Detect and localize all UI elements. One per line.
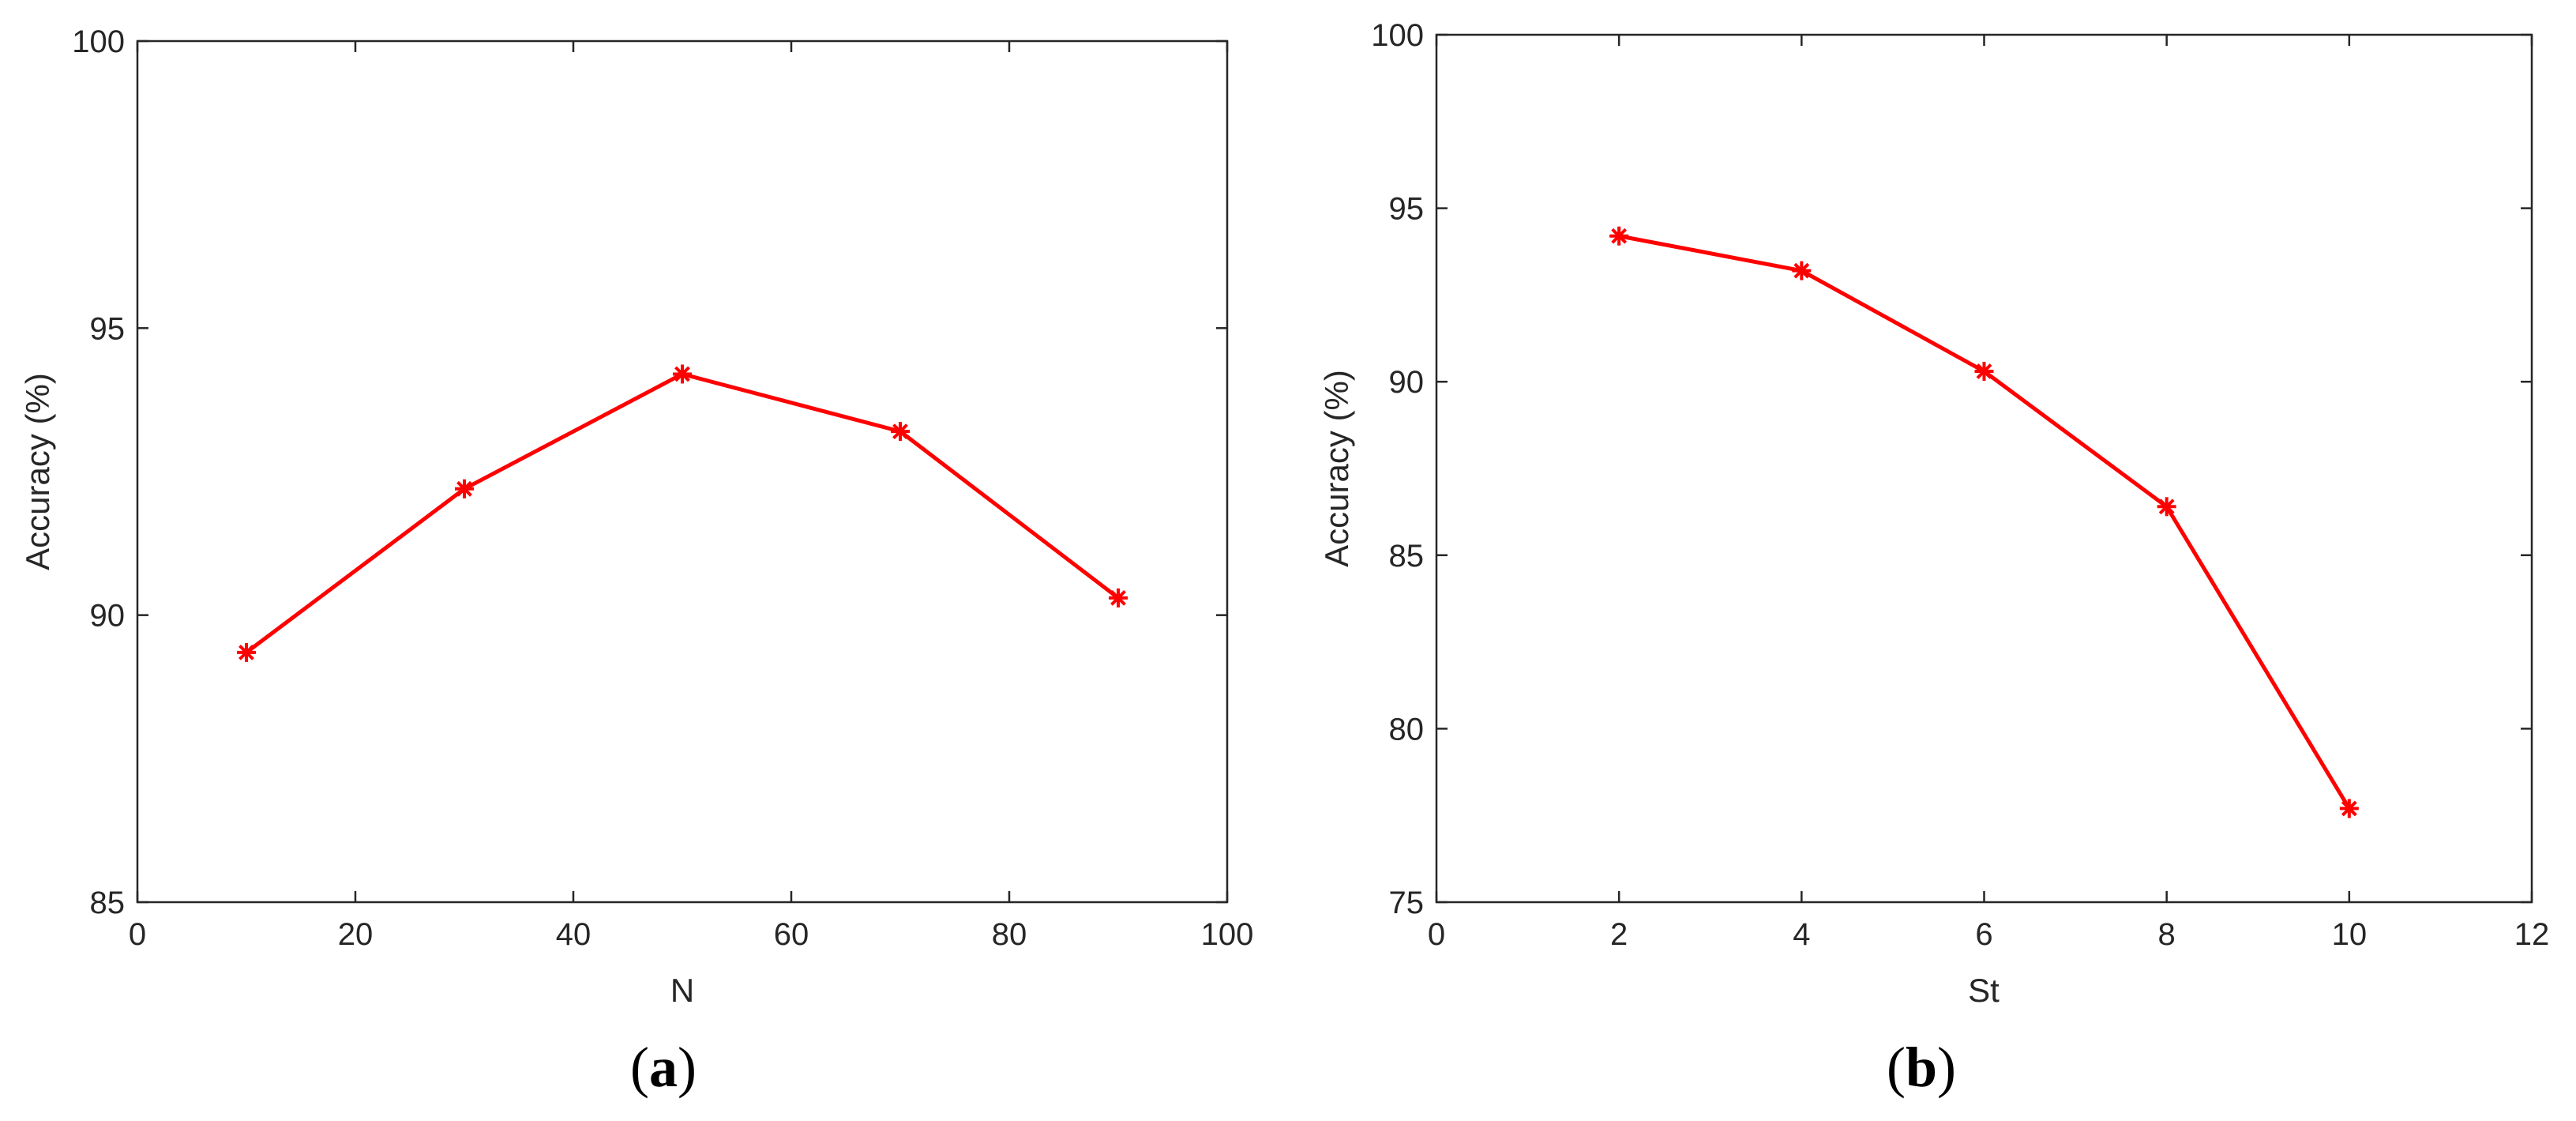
y-tick-label-b: 80 [1389, 712, 1425, 747]
data-point-b [2339, 799, 2359, 818]
data-point-a [237, 642, 256, 662]
y-tick-label-a: 95 [90, 311, 126, 346]
ticks-a: 0 20 40 60 80 100 85 90 95 100 [72, 24, 1253, 952]
x-tick-label-b: 10 [2332, 917, 2368, 952]
plot-area-a [136, 39, 1229, 904]
y-tick-label-b: 100 [1371, 18, 1424, 53]
panel-caption-letter-b: b [1906, 1036, 1937, 1099]
y-tick-label-a: 85 [90, 886, 126, 920]
x-tick-label-a: 100 [1201, 917, 1254, 952]
y-tick-label-b: 75 [1389, 886, 1425, 920]
data-point-b [1609, 226, 1629, 246]
x-tick-label-a: 20 [338, 917, 374, 952]
x-tick-label-b: 6 [1975, 917, 1992, 952]
x-tick-label-b: 0 [1428, 917, 1445, 952]
data-point-a [455, 479, 474, 498]
x-tick-label-a: 60 [774, 917, 809, 952]
data-point-b [1792, 261, 1812, 280]
x-tick-label-b: 4 [1793, 917, 1810, 952]
data-point-b [1974, 362, 1994, 382]
series-a [237, 364, 1128, 662]
ticks-b: 0 2 4 6 8 10 12 75 80 85 90 95 100 [1371, 18, 2549, 952]
panel-caption-a: (a) [630, 1036, 697, 1099]
y-tick-label-a: 90 [90, 599, 126, 634]
x-axis-label-a: N [670, 972, 694, 1009]
y-axis-label-a: Accuracy (%) [19, 373, 56, 570]
chart-panel-b: 0 2 4 6 8 10 12 75 80 85 90 95 100 St Accuracy (%) (… [1318, 18, 2549, 1099]
series-b [1609, 226, 2359, 818]
plot-area-b [1435, 33, 2533, 904]
data-point-b [2157, 497, 2176, 517]
chart-panel-a: 0 20 40 60 80 100 85 90 95 100 N Accuracy (%) (a) [19, 24, 1253, 1099]
x-tick-label-b: 8 [2158, 917, 2176, 952]
panel-caption-letter-a: a [649, 1036, 678, 1099]
data-point-a [891, 422, 910, 442]
y-tick-label-b: 85 [1389, 539, 1425, 574]
x-tick-label-a: 0 [129, 917, 146, 952]
x-tick-label-b: 12 [2514, 917, 2550, 952]
y-tick-label-b: 90 [1389, 365, 1425, 400]
x-tick-label-a: 40 [556, 917, 591, 952]
data-point-a [1109, 588, 1128, 608]
y-tick-label-a: 100 [72, 24, 125, 59]
x-tick-label-a: 80 [992, 917, 1027, 952]
y-axis-label-b: Accuracy (%) [1318, 370, 1355, 567]
x-tick-label-b: 2 [1610, 917, 1628, 952]
data-point-a [673, 364, 692, 384]
panel-caption-b: (b) [1887, 1036, 1956, 1099]
x-axis-label-b: St [1968, 972, 2000, 1009]
y-tick-label-b: 95 [1389, 192, 1425, 227]
